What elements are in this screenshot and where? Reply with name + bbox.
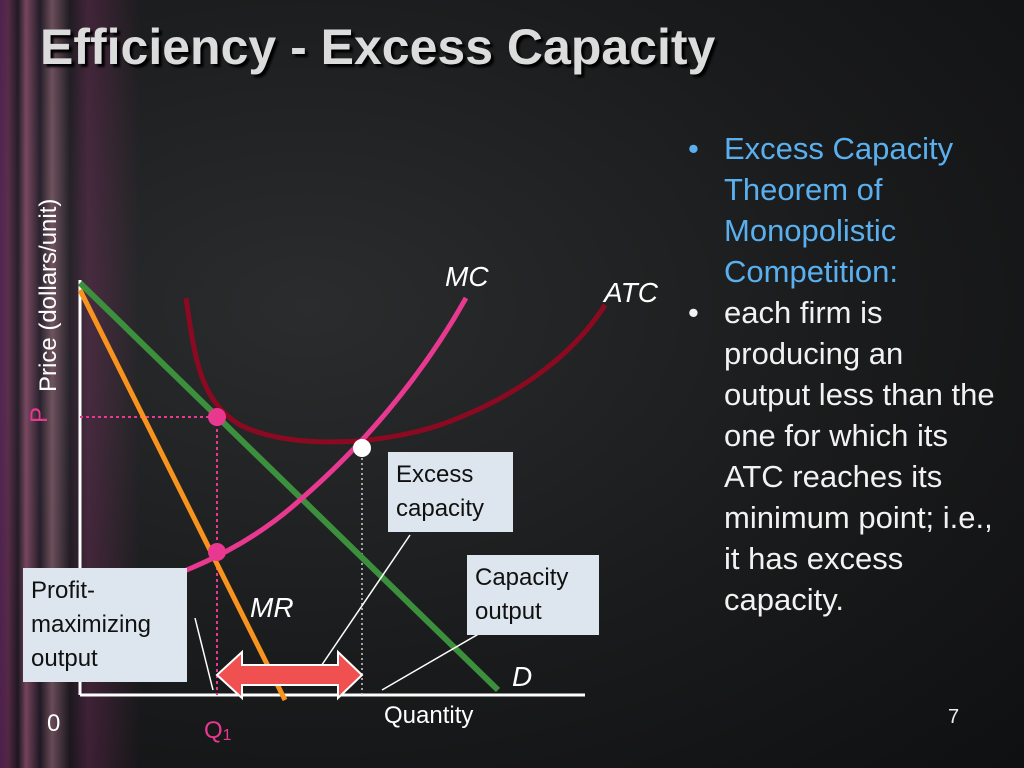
excess-capacity-double-arrow xyxy=(215,649,364,701)
q1-subscript: 1 xyxy=(223,727,232,744)
bullet-text: each firm is producing an output less th… xyxy=(724,295,995,617)
callout-line: output xyxy=(475,598,542,625)
slide-title: Efficiency - Excess Capacity xyxy=(40,19,716,75)
bullet-list: • Excess Capacity Theorem of Monopolisti… xyxy=(678,128,998,620)
capacity-output-callout: Capacity output xyxy=(467,555,599,635)
marginal-revenue-curve xyxy=(77,288,288,702)
capacity-output-pointer xyxy=(381,631,483,691)
mc-mr-intersection-point xyxy=(208,543,226,561)
profit-maximizing-callout: Profit- maximizing output xyxy=(23,568,187,682)
slide-number: 7 xyxy=(948,706,960,728)
demand-curve xyxy=(77,280,501,693)
atc-minimum-point xyxy=(353,439,371,457)
q1-label: Q1 xyxy=(204,717,232,744)
excess-capacity-callout: Excess capacity xyxy=(388,452,513,532)
bullet-dot-icon: • xyxy=(688,131,699,166)
callout-line: output xyxy=(31,645,98,672)
mc-label: MC xyxy=(445,261,489,292)
excess-capacity-pointer xyxy=(314,534,411,676)
callout-line: capacity xyxy=(396,495,485,522)
bullet-dot-icon: • xyxy=(688,295,699,330)
bullet-text: Excess Capacity Theorem of Monopolistic … xyxy=(724,131,954,289)
price-point xyxy=(208,408,226,426)
atc-label: ATC xyxy=(602,277,659,308)
bullet-item-explanation: • each firm is producing an output less … xyxy=(678,292,998,620)
callout-line: Profit- xyxy=(31,577,96,604)
callout-line: maximizing xyxy=(31,611,152,638)
origin-label: 0 xyxy=(47,710,60,737)
bullet-item-theorem: • Excess Capacity Theorem of Monopolisti… xyxy=(678,128,998,292)
mr-label: MR xyxy=(250,592,294,623)
x-axis-label: Quantity xyxy=(384,702,473,729)
price-label: P xyxy=(26,407,53,423)
y-axis-label: Price (dollars/unit) xyxy=(35,199,62,392)
marginal-cost-curve xyxy=(161,296,469,583)
demand-label: D xyxy=(512,661,532,692)
q1-letter: Q xyxy=(204,717,223,744)
callout-line: Excess xyxy=(396,461,474,488)
average-total-cost-curve xyxy=(183,297,608,445)
profit-maximizing-pointer xyxy=(194,617,214,691)
callout-line: Capacity xyxy=(475,564,569,591)
